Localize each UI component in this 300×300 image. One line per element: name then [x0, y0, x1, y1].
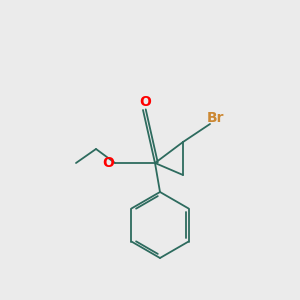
- Text: O: O: [139, 95, 151, 109]
- Text: Br: Br: [206, 111, 224, 125]
- Text: O: O: [102, 156, 114, 170]
